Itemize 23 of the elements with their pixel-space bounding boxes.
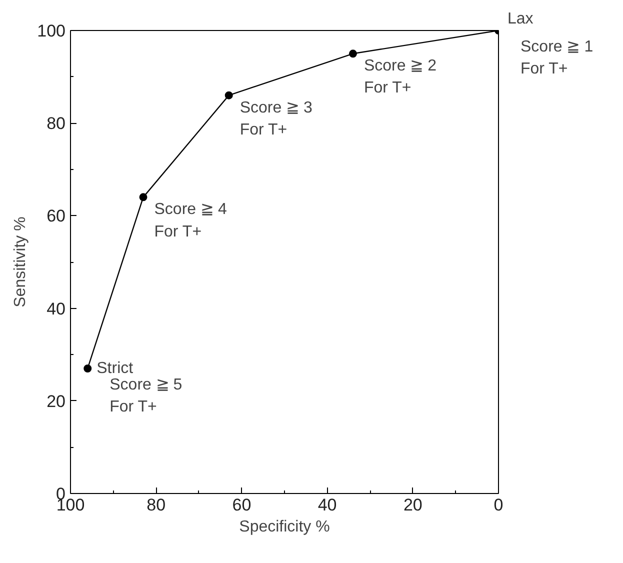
x-tick-label: 0 — [494, 496, 504, 514]
x-tick-label: 80 — [146, 496, 166, 514]
y-tick-label: 40 — [46, 299, 66, 318]
x-tick-label: 40 — [318, 496, 337, 514]
annotation: Score ≧ 5 For T+ — [110, 376, 182, 416]
x-axis-title: Specificity % — [239, 518, 330, 536]
annotation: Score ≧ 2 For T+ — [364, 58, 437, 97]
y-tick-label: 20 — [46, 392, 66, 411]
annotation: Score ≧ 3 For T+ — [240, 99, 313, 138]
x-tick-label: 20 — [403, 496, 422, 514]
y-axis-title: Sensitivity % — [12, 216, 30, 308]
point — [84, 364, 92, 372]
x-tick-label: 60 — [232, 496, 252, 514]
point — [224, 91, 233, 100]
y-tick-label: 80 — [46, 114, 66, 134]
y-tick-label: 60 — [46, 206, 66, 226]
point — [139, 193, 148, 202]
annotation: Lax — [508, 10, 534, 28]
point — [348, 50, 357, 58]
y-tick-label: 100 — [37, 22, 66, 40]
annotation: Strict — [96, 360, 134, 377]
annotation: Score ≧ 4 For T+ — [154, 201, 227, 240]
annotation: Score ≧ 1 For T+ — [520, 38, 594, 78]
